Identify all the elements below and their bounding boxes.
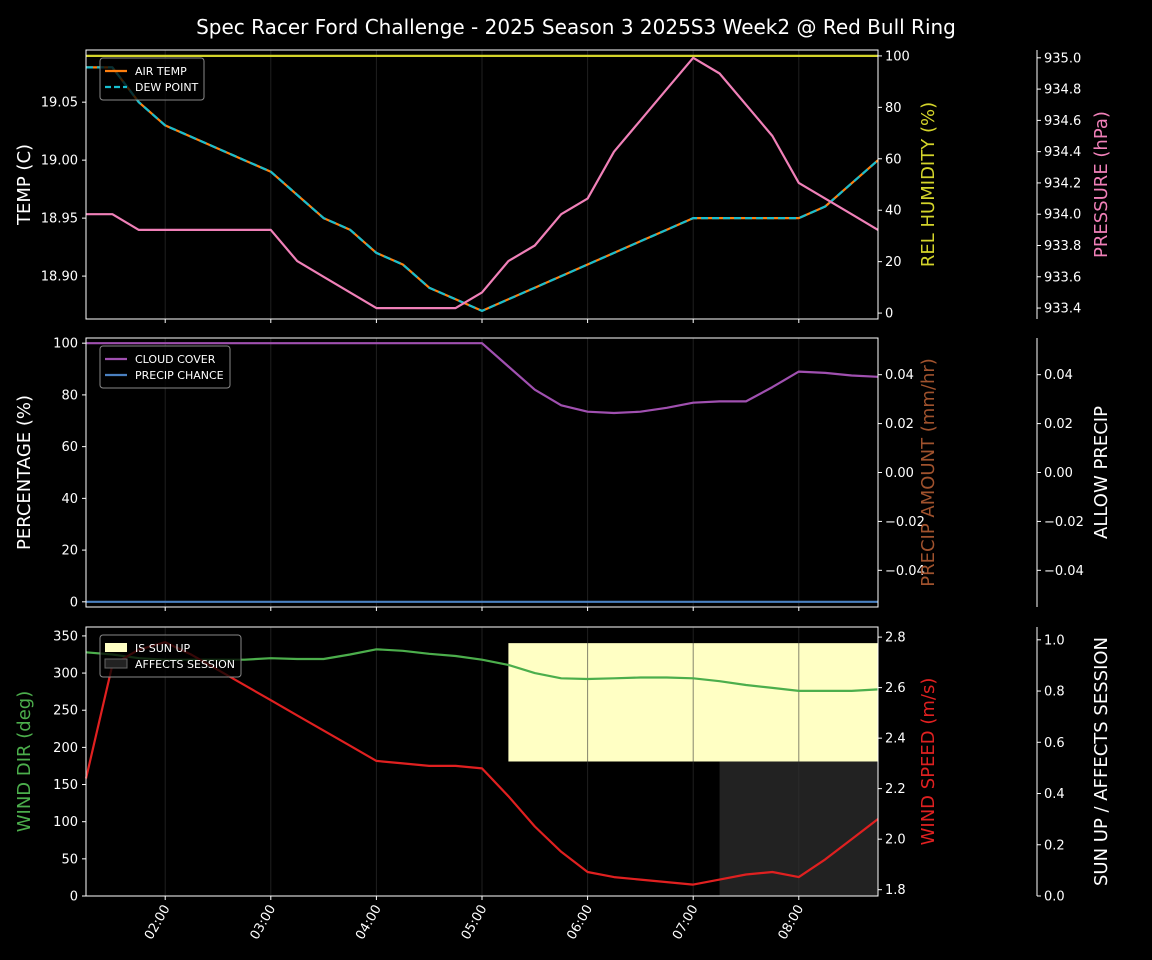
- right2-tick-label: 0.00: [1044, 466, 1073, 481]
- right2-axis-label: ALLOW PRECIP: [1091, 406, 1112, 539]
- left-axis-label: PERCENTAGE (%): [14, 395, 35, 550]
- legend-entry: AIR TEMP: [135, 65, 187, 78]
- right1-tick-label: 2.2: [885, 782, 906, 797]
- right1-tick-label: 60: [885, 152, 902, 167]
- right2-tick-label: 934.4: [1044, 145, 1081, 160]
- right2-tick-label: 934.6: [1044, 114, 1081, 129]
- legend-entry: CLOUD COVER: [135, 353, 216, 366]
- legend-swatch: [104, 658, 128, 669]
- legend-swatch: [105, 643, 127, 652]
- right2-tick-label: 0.02: [1044, 417, 1073, 432]
- right2-tick-label: 934.2: [1044, 176, 1081, 191]
- right2-axis-label: SUN UP / AFFECTS SESSION: [1091, 637, 1112, 886]
- right1-axis-label: PRECIP AMOUNT (mm/hr): [918, 358, 939, 587]
- left-tick-label: 19.05: [41, 96, 78, 111]
- right2-tick-label: 935.0: [1044, 51, 1081, 66]
- left-tick-label: 300: [53, 667, 78, 682]
- left-tick-label: 200: [53, 741, 78, 756]
- left-tick-label: 18.90: [41, 270, 78, 285]
- right2-axis-label: PRESSURE (hPa): [1091, 111, 1112, 258]
- left-tick-label: 50: [61, 852, 78, 867]
- right1-tick-label: 40: [885, 204, 902, 219]
- series-line-cloud-cover: [86, 342, 879, 415]
- left-tick-label: 60: [61, 440, 78, 455]
- left-tick-label: 80: [61, 388, 78, 403]
- right1-axis-label: WIND SPEED (m/s): [918, 678, 939, 846]
- right1-tick-label: 2.0: [885, 833, 906, 848]
- legend-entry: IS SUN UP: [135, 642, 191, 655]
- left-tick-label: 100: [53, 337, 78, 352]
- right2-tick-label: 933.6: [1044, 270, 1081, 285]
- cloud-precip-panel: 0 20 40 60 80 100 −0.04 −0.02 0.00 0.02 0.04 −0.04 −…: [14, 337, 1112, 611]
- legend-box: [99, 634, 242, 678]
- left-tick-label: 150: [53, 778, 78, 793]
- right2-tick-label: 0.04: [1044, 368, 1073, 383]
- right2-tick-label: 933.4: [1044, 302, 1081, 317]
- right1-tick-label: 2.4: [885, 732, 906, 747]
- series-line-dew-point: [86, 66, 879, 312]
- right2-tick-label: 934.8: [1044, 83, 1081, 98]
- right1-tick-label: 2.8: [885, 631, 906, 646]
- right2-tick-label: 0.8: [1044, 685, 1065, 700]
- right2-tick-label: 1.0: [1044, 633, 1065, 648]
- legend-box: [99, 345, 231, 389]
- right1-tick-label: 1.8: [885, 883, 906, 898]
- left-tick-label: 0: [70, 890, 78, 905]
- left-tick-label: 20: [61, 544, 78, 559]
- right2-tick-label: 0.0: [1044, 890, 1065, 905]
- chart-panels: 18.90 18.95 19.00 19.05 0 20 40 60 80 100 933.4 933…: [14, 49, 1112, 942]
- legend-entry: PRECIP CHANCE: [135, 369, 224, 382]
- right1-tick-label: 100: [885, 49, 910, 64]
- right2-tick-label: 933.8: [1044, 239, 1081, 254]
- right1-tick-label: 2.6: [885, 681, 906, 696]
- right2-tick-label: 0.6: [1044, 736, 1065, 751]
- right1-tick-label: −0.02: [885, 515, 925, 530]
- series-line-pressure: [86, 56, 879, 310]
- right1-tick-label: −0.04: [885, 564, 925, 579]
- right1-tick-label: 0.00: [885, 466, 914, 481]
- left-axis-label: TEMP (C): [14, 144, 35, 226]
- left-tick-label: 18.95: [41, 212, 78, 227]
- right1-tick-label: 0.04: [885, 368, 914, 383]
- left-tick-label: 250: [53, 704, 78, 719]
- legend-entry: AFFECTS SESSION: [135, 658, 235, 671]
- right1-tick-label: 0.02: [885, 417, 914, 432]
- legend-box: [99, 57, 205, 101]
- right1-tick-label: 80: [885, 101, 902, 116]
- left-tick-label: 100: [53, 815, 78, 830]
- right2-tick-label: 0.2: [1044, 838, 1065, 853]
- legend-entry: DEW POINT: [135, 81, 199, 94]
- chart-title: Spec Racer Ford Challenge - 2025 Season …: [196, 15, 956, 39]
- right1-tick-label: 0: [885, 307, 893, 322]
- right2-tick-label: 0.4: [1044, 787, 1065, 802]
- right2-tick-label: −0.02: [1044, 515, 1084, 530]
- left-tick-label: 19.00: [41, 154, 78, 169]
- left-axis-label: WIND DIR (deg): [14, 691, 35, 833]
- left-tick-label: 350: [53, 629, 78, 644]
- wind-panel: 0 50 100 150 200 250 300 350 1.8 2.0 2.2 2.4 2.6 2.8 0…: [14, 626, 1112, 905]
- left-tick-label: 40: [61, 492, 78, 507]
- left-tick-label: 0: [70, 595, 78, 610]
- right2-tick-label: 934.0: [1044, 208, 1081, 223]
- temperature-panel: 18.90 18.95 19.00 19.05 0 20 40 60 80 100 933.4 933…: [14, 49, 1112, 323]
- right1-tick-label: 20: [885, 255, 902, 270]
- right2-tick-label: −0.04: [1044, 564, 1084, 579]
- right1-axis-label: REL HUMIDITY (%): [918, 102, 939, 267]
